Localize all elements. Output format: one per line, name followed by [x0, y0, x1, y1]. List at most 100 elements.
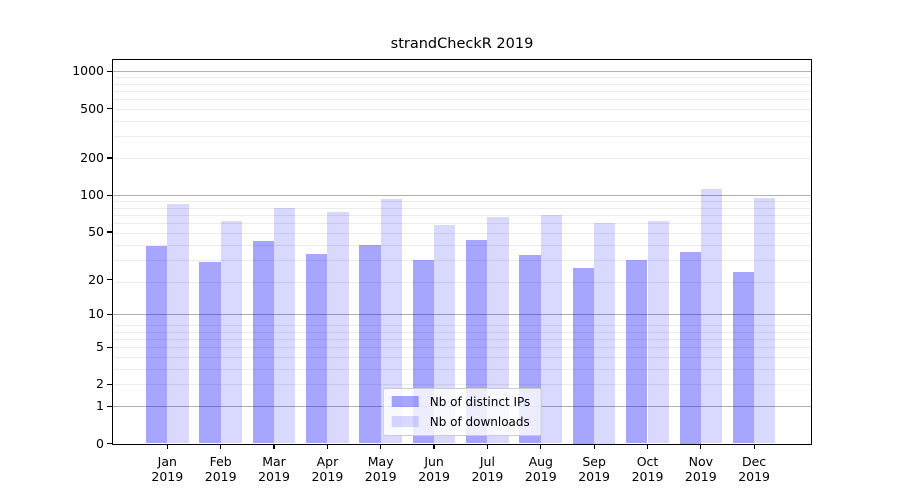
x-tick-label: Oct 2019: [631, 453, 664, 484]
x-tick-mark: [753, 443, 755, 449]
bar-nb-of-distinct-ips-dec-2019: [732, 272, 755, 444]
gridline-minor: [113, 207, 811, 209]
bar-nb-of-distinct-ips-sep-2019: [572, 268, 595, 444]
legend: Nb of distinct IPs Nb of downloads: [382, 387, 542, 436]
x-tick-label: Nov 2019: [684, 453, 717, 484]
x-tick-label: Aug 2019: [524, 453, 557, 484]
bar-nb-of-distinct-ips-oct-2019: [626, 260, 648, 444]
chart-title: strandCheckR 2019: [390, 36, 534, 52]
y-tick-label: 1000: [72, 63, 104, 79]
y-tick-label: 0: [96, 435, 104, 451]
x-tick-mark: [380, 443, 382, 449]
x-tick-label: Feb 2019: [204, 453, 237, 484]
y-tick-mark: [107, 108, 112, 110]
legend-item: Nb of downloads: [391, 414, 531, 429]
gridline-minor: [113, 77, 811, 79]
y-tick-mark: [107, 443, 112, 445]
y-tick-label: 10: [88, 306, 104, 322]
gridline-minor: [113, 282, 811, 284]
x-tick-mark: [540, 443, 542, 449]
y-tick-label: 2: [96, 376, 104, 392]
y-tick-mark: [107, 231, 112, 233]
gridline-minor: [113, 158, 811, 160]
gridline-minor: [113, 368, 811, 370]
x-tick-label: Sep 2019: [578, 453, 610, 484]
gridline-minor: [113, 120, 811, 122]
x-tick-mark: [433, 443, 435, 449]
x-tick-label: Apr 2019: [311, 453, 344, 484]
gridline-minor: [113, 331, 811, 333]
x-tick-mark: [166, 443, 168, 449]
legend-label: Nb of distinct IPs: [429, 394, 531, 409]
y-tick-label: 100: [80, 187, 104, 202]
y-tick-label: 1: [96, 398, 104, 414]
bar-nb-of-distinct-ips-feb-2019: [199, 262, 221, 444]
gridline-major: [113, 71, 811, 73]
gridline-minor: [113, 347, 811, 348]
legend-swatch: [391, 416, 419, 427]
bar-nb-of-downloads-apr-2019: [327, 212, 349, 444]
bar-nb-of-downloads-nov-2019: [700, 188, 723, 444]
gridline-minor: [113, 384, 811, 386]
gridline-major: [113, 314, 811, 316]
gridline-minor: [113, 232, 811, 234]
x-tick-label: May 2019: [364, 453, 397, 484]
x-tick-mark: [220, 443, 222, 449]
bar-nb-of-downloads-mar-2019: [274, 208, 296, 444]
gridline-minor: [113, 90, 811, 92]
gridline-minor: [113, 99, 811, 100]
x-tick-label: Jun 2019: [418, 453, 450, 484]
y-tick-label: 20: [88, 271, 104, 287]
bar-nb-of-downloads-jan-2019: [167, 204, 189, 444]
y-tick-mark: [107, 405, 112, 407]
gridline-major: [113, 195, 811, 196]
x-tick-label: Dec 2019: [738, 453, 770, 484]
gridline-minor: [113, 244, 811, 246]
x-tick-label: Jul 2019: [471, 453, 504, 484]
y-tick-mark: [107, 383, 112, 386]
bar-nb-of-distinct-ips-mar-2019: [252, 240, 274, 444]
legend-swatch: [391, 396, 419, 407]
x-tick-label: Mar 2019: [258, 453, 290, 484]
y-tick-mark: [107, 70, 112, 73]
x-tick-mark: [273, 443, 275, 449]
y-tick-mark: [107, 279, 112, 281]
bar-nb-of-distinct-ips-nov-2019: [679, 252, 701, 444]
y-tick-mark: [107, 157, 112, 159]
gridline-minor: [113, 214, 811, 216]
y-tick-mark: [107, 313, 112, 316]
gridline-minor: [113, 136, 811, 138]
y-tick-label: 5: [96, 339, 104, 354]
legend-item: Nb of distinct IPs: [391, 394, 531, 409]
plot-area: 1000 500 200 100 50 20 10 5 2 1 0 Jan 2019 Feb 2019 Ma…: [72, 58, 812, 484]
bar-nb-of-downloads-feb-2019: [220, 221, 242, 444]
gridline-minor: [113, 260, 811, 262]
gridline-minor: [113, 108, 811, 110]
x-tick-mark: [486, 443, 489, 449]
y-tick-mark: [107, 346, 112, 348]
bar-nb-of-distinct-ips-jan-2019: [146, 246, 168, 444]
legend-label: Nb of downloads: [429, 414, 530, 429]
gridline-minor: [113, 356, 811, 358]
gridline-minor: [113, 223, 811, 224]
bar-nb-of-downloads-dec-2019: [754, 197, 776, 444]
bar-nb-of-downloads-oct-2019: [647, 221, 669, 444]
y-tick-label: 50: [88, 223, 104, 239]
bar-nb-of-distinct-ips-apr-2019: [306, 253, 328, 444]
x-tick-label: Jan 2019: [151, 453, 184, 484]
y-tick-label: 500: [80, 100, 104, 116]
y-tick-label: 200: [80, 149, 104, 165]
bar-nb-of-downloads-jul-2019: [487, 217, 509, 444]
x-tick-mark: [326, 443, 329, 449]
gridline-minor: [113, 83, 811, 85]
gridline-minor: [113, 325, 811, 327]
bar-nb-of-downloads-sep-2019: [594, 223, 616, 444]
gridline-minor: [113, 338, 811, 340]
bar-nb-of-distinct-ips-may-2019: [359, 244, 381, 444]
gridline-minor: [113, 201, 811, 203]
x-tick-mark: [700, 443, 702, 449]
bar-nb-of-downloads-may-2019: [380, 199, 402, 444]
y-tick-mark: [107, 194, 112, 196]
bar-nb-of-downloads-aug-2019: [540, 214, 563, 444]
